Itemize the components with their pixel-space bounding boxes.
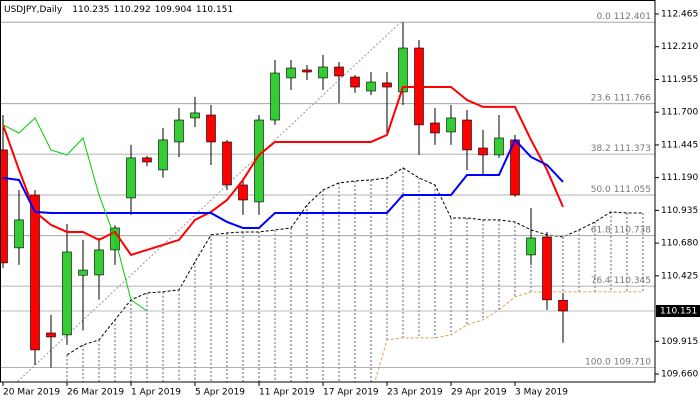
- x-tick-label: 11 Apr 2019: [259, 388, 315, 398]
- candle-body: [46, 332, 56, 338]
- candle-body: [206, 114, 216, 143]
- fib-label: 61.8 110.738: [591, 225, 652, 235]
- fib-level: 61.8: [591, 225, 611, 235]
- y-tick-label: 110.935: [661, 206, 698, 216]
- candle-body: [190, 112, 200, 119]
- fib-level: 100.0: [585, 357, 611, 367]
- candle-body: [430, 122, 440, 134]
- indicator-line: [2, 117, 148, 312]
- fib-price: 111.766: [614, 93, 651, 103]
- x-tick-label: 20 Mar 2019: [3, 388, 60, 398]
- fib-level: 76.4: [591, 276, 611, 286]
- x-tick-label: 5 Apr 2019: [195, 388, 245, 398]
- candle-body: [238, 184, 248, 201]
- header-open: 110.235: [72, 5, 109, 15]
- x-tick-label: 3 May 2019: [515, 388, 568, 398]
- candle-body: [366, 81, 376, 92]
- fib-label: 100.0 109.710: [585, 357, 651, 367]
- y-tick-label: 110.425: [661, 271, 698, 281]
- fib-level: 50.0: [591, 184, 611, 194]
- candle-body: [222, 141, 232, 186]
- fib-price: 112.401: [614, 12, 651, 22]
- candle-body: [78, 269, 88, 276]
- candle-body: [302, 69, 312, 73]
- candle-body: [542, 236, 552, 301]
- candle-body: [398, 47, 408, 93]
- candle-body: [462, 119, 472, 151]
- y-tick-label: 111.190: [661, 173, 698, 183]
- fib-label: 23.6 111.766: [591, 93, 652, 103]
- header-high: 110.292: [113, 5, 150, 15]
- candle-body: [30, 194, 40, 351]
- fib-price: 111.373: [614, 144, 651, 154]
- x-tick-label: 1 Apr 2019: [131, 388, 181, 398]
- y-tick-label: 112.210: [661, 42, 698, 52]
- candle-body: [350, 76, 360, 88]
- candle-body: [0, 149, 8, 264]
- header-low: 109.904: [155, 5, 192, 15]
- price-label: 110.151: [660, 307, 697, 317]
- fib-level: 0.0: [596, 12, 611, 22]
- fib-price: 109.710: [614, 357, 651, 367]
- fib-label: 38.2 111.373: [591, 144, 651, 154]
- candle-body: [526, 237, 536, 256]
- candle-body: [382, 82, 392, 88]
- x-tick-label: 29 Apr 2019: [451, 388, 507, 398]
- candle-body: [446, 117, 456, 133]
- candle-body: [142, 157, 152, 163]
- y-tick-label: 109.915: [661, 337, 698, 347]
- plot-frame: [0, 0, 656, 383]
- candle-body: [94, 249, 104, 276]
- fib-level: 23.6: [591, 93, 611, 103]
- y-tick-label: 109.660: [661, 370, 698, 380]
- fib-label: 76.4 110.345: [591, 276, 651, 286]
- y-tick-label: 110.680: [661, 239, 698, 249]
- symbol: USDJPY,Daily: [4, 5, 63, 15]
- header-close: 110.151: [196, 5, 233, 15]
- y-tick-label: 111.445: [661, 140, 698, 150]
- fib-level: 38.2: [591, 144, 611, 154]
- candle-body: [478, 147, 488, 156]
- candle-body: [158, 139, 168, 171]
- indicator-line: [2, 138, 564, 229]
- candle-body: [126, 157, 136, 199]
- fib-price: 110.345: [614, 276, 651, 286]
- header: USDJPY,Daily 110.235 110.292 109.904 110.151: [4, 5, 233, 15]
- candle-body: [62, 251, 72, 336]
- candle-body: [558, 299, 568, 312]
- candle-body: [174, 119, 184, 143]
- fib-price: 110.738: [614, 225, 651, 235]
- y-tick-label: 112.465: [661, 9, 698, 19]
- plot-area: [0, 19, 655, 382]
- fib-price: 111.055: [614, 184, 651, 194]
- x-tick-label: 17 Apr 2019: [323, 388, 379, 398]
- y-tick-label: 111.955: [661, 75, 698, 85]
- candle-body: [318, 66, 328, 79]
- candle-body: [494, 137, 504, 156]
- fib-label: 0.0 112.401: [596, 12, 651, 22]
- x-tick-label: 23 Apr 2019: [387, 388, 443, 398]
- candle-body: [270, 72, 280, 121]
- indicator-line: [2, 86, 564, 257]
- y-tick-label: 111.700: [661, 108, 698, 118]
- fib-label: 50.0 111.055: [591, 184, 651, 194]
- candle-body: [334, 66, 344, 77]
- candle-body: [286, 67, 296, 79]
- price-box: [656, 305, 700, 318]
- x-tick-label: 26 Mar 2019: [67, 388, 124, 398]
- candle-body: [14, 219, 24, 249]
